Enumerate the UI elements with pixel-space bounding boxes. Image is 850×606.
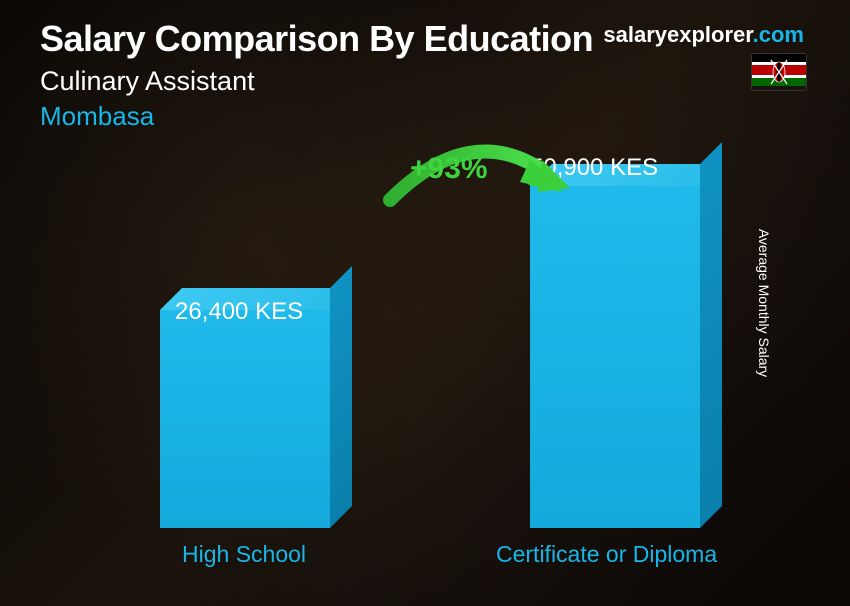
- location: Mombasa: [40, 101, 593, 132]
- header: Salary Comparison By Education Culinary …: [40, 18, 593, 132]
- subtitle: Culinary Assistant: [40, 66, 593, 97]
- bar-category-2: Certificate or Diploma: [496, 541, 717, 568]
- site-name-part1: salaryexplorer: [603, 22, 752, 47]
- site-name-part2: .com: [753, 22, 804, 47]
- bar-certificate-diploma: [530, 186, 700, 528]
- site-brand: salaryexplorer.com: [603, 22, 804, 48]
- bar-high-school: [160, 310, 330, 528]
- bar-chart: 26,400 KES High School 50,900 KES Certif…: [60, 160, 790, 576]
- flag-icon: [752, 54, 806, 90]
- content: Salary Comparison By Education Culinary …: [0, 0, 850, 606]
- bar-value-1: 26,400 KES: [175, 298, 303, 326]
- page-title: Salary Comparison By Education: [40, 18, 593, 60]
- percent-increase: +93%: [410, 152, 488, 186]
- bar-category-1: High School: [182, 541, 306, 568]
